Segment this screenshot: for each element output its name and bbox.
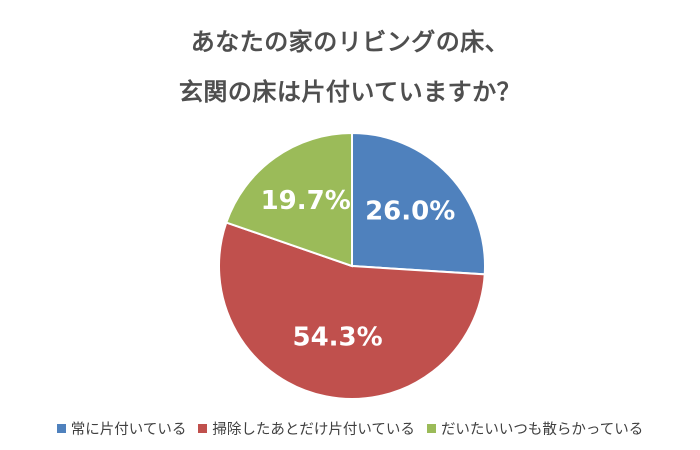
legend-item-1: 常に片付いている bbox=[56, 418, 187, 439]
pie-slice-3 bbox=[225, 131, 353, 268]
chart-title-line-1: あなたの家のリビングの床、 bbox=[190, 28, 510, 56]
legend-item-2: 掃除したあとだけ片付いている bbox=[198, 418, 415, 439]
legend-item-3: だいたいいつも散らかっている bbox=[426, 418, 644, 439]
pie-slice-label-2: 54.3% bbox=[293, 323, 383, 353]
chart-title-line-2: 玄関の床は片付いていますか？ bbox=[178, 78, 522, 106]
pie-slice-2 bbox=[218, 221, 486, 400]
legend-swatch-2 bbox=[198, 424, 208, 433]
pie-slice-label-3: 19.7% bbox=[261, 186, 351, 216]
pie-slice-1 bbox=[351, 131, 486, 276]
legend-label-2: 掃除したあとだけ片付いている bbox=[212, 422, 415, 438]
legend-label-1: 常に片付いている bbox=[70, 422, 187, 438]
legend-label-3: だいたいいつも散らかっている bbox=[440, 422, 644, 438]
legend-swatch-3 bbox=[426, 424, 436, 433]
legend-swatch-1 bbox=[56, 424, 66, 433]
pie-slice-label-1: 26.0% bbox=[365, 196, 455, 226]
chart-legend: 常に片付いている 掃除したあとだけ片付いている だいたいいつも散らかっている bbox=[0, 418, 700, 439]
